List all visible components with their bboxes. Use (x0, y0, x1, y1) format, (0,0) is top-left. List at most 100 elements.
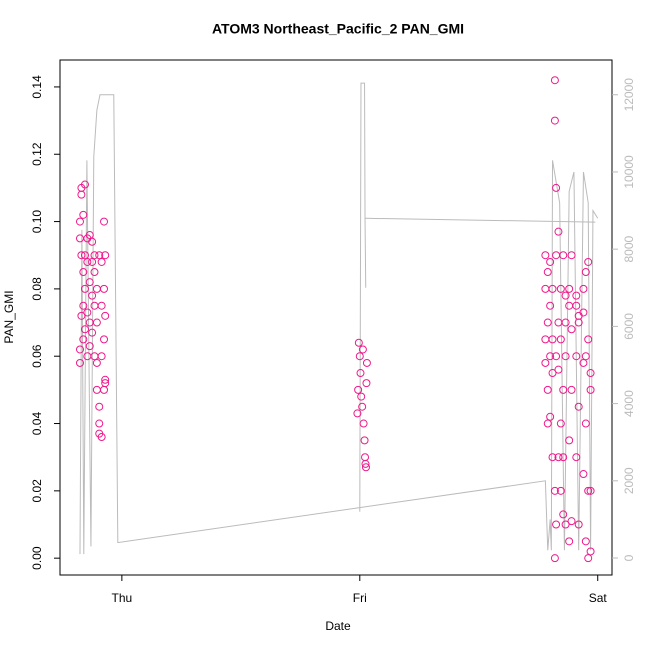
data-point (554, 453, 563, 462)
y2-tick-label: 2000 (622, 467, 636, 494)
data-point (567, 251, 576, 260)
data-point (75, 358, 84, 367)
data-point (552, 251, 561, 260)
y-tick-label: 0.06 (30, 344, 44, 368)
data-point (541, 358, 550, 367)
data-point (97, 352, 106, 361)
data-point (572, 453, 581, 462)
data-point (584, 486, 593, 495)
data-point (548, 369, 557, 378)
data-point (546, 352, 555, 361)
data-point (574, 520, 583, 529)
y-tick-label: 0.04 (30, 412, 44, 436)
data-point (355, 352, 364, 361)
data-point (75, 345, 84, 354)
data-point (97, 257, 106, 266)
data-point (586, 369, 595, 378)
data-point (554, 365, 563, 374)
data-point (360, 436, 369, 445)
data-point (554, 227, 563, 236)
data-point (546, 412, 555, 421)
data-point (550, 76, 559, 85)
data-point (552, 520, 561, 529)
data-point (83, 257, 92, 266)
data-point (92, 284, 101, 293)
data-point (358, 402, 367, 411)
data-point (567, 385, 576, 394)
data-point (101, 311, 110, 320)
data-point (556, 284, 565, 293)
y2-tick-label: 4000 (622, 390, 636, 417)
data-point (354, 338, 363, 347)
altitude-line (365, 217, 596, 223)
data-point (358, 345, 367, 354)
data-point (100, 284, 109, 293)
data-point (556, 486, 565, 495)
data-point (584, 554, 593, 563)
data-point (565, 301, 574, 310)
data-point (80, 325, 89, 334)
data-point (92, 318, 101, 327)
data-point (354, 385, 363, 394)
data-point (362, 379, 371, 388)
data-point (572, 301, 581, 310)
data-point (83, 308, 92, 317)
y2-tick-label: 10000 (622, 155, 636, 189)
data-point (97, 432, 106, 441)
data-point (85, 342, 94, 351)
data-point (100, 335, 109, 344)
data-point (356, 369, 365, 378)
data-point (90, 301, 99, 310)
data-point (80, 251, 89, 260)
data-point (561, 291, 570, 300)
data-point (79, 335, 88, 344)
data-point (565, 436, 574, 445)
data-point (543, 385, 552, 394)
data-point (546, 301, 555, 310)
data-point (353, 409, 362, 418)
plot-frame (59, 59, 613, 576)
data-point (565, 284, 574, 293)
data-point (559, 251, 568, 260)
data-point (92, 358, 101, 367)
data-point (586, 486, 595, 495)
data-point (100, 385, 109, 394)
data-point (559, 453, 568, 462)
data-point (357, 392, 366, 401)
data-point (90, 251, 99, 260)
data-point (552, 183, 561, 192)
data-point (88, 328, 97, 337)
altitude-line (79, 94, 599, 555)
data-point (79, 210, 88, 219)
data-point (561, 318, 570, 327)
y-axis-label: PAN_GMI (2, 290, 16, 343)
data-point (541, 284, 550, 293)
data-point (579, 358, 588, 367)
data-point (552, 352, 561, 361)
data-point (567, 517, 576, 526)
data-point (586, 547, 595, 556)
data-point (548, 284, 557, 293)
data-point (101, 251, 110, 260)
data-point (581, 352, 590, 361)
y-tick-label: 0.02 (30, 479, 44, 503)
data-point (92, 385, 101, 394)
data-point (579, 308, 588, 317)
y-tick-label: 0.00 (30, 546, 44, 570)
data-point (581, 419, 590, 428)
data-point (541, 335, 550, 344)
data-point (541, 251, 550, 260)
data-point (100, 217, 109, 226)
data-point (567, 325, 576, 334)
data-point (584, 257, 593, 266)
data-point (359, 419, 368, 428)
data-point (579, 470, 588, 479)
data-point (95, 419, 104, 428)
data-point (559, 510, 568, 519)
data-point (581, 537, 590, 546)
data-point (77, 251, 86, 260)
data-point (572, 352, 581, 361)
y2-tick-label: 0 (622, 554, 636, 561)
data-point (85, 278, 94, 287)
